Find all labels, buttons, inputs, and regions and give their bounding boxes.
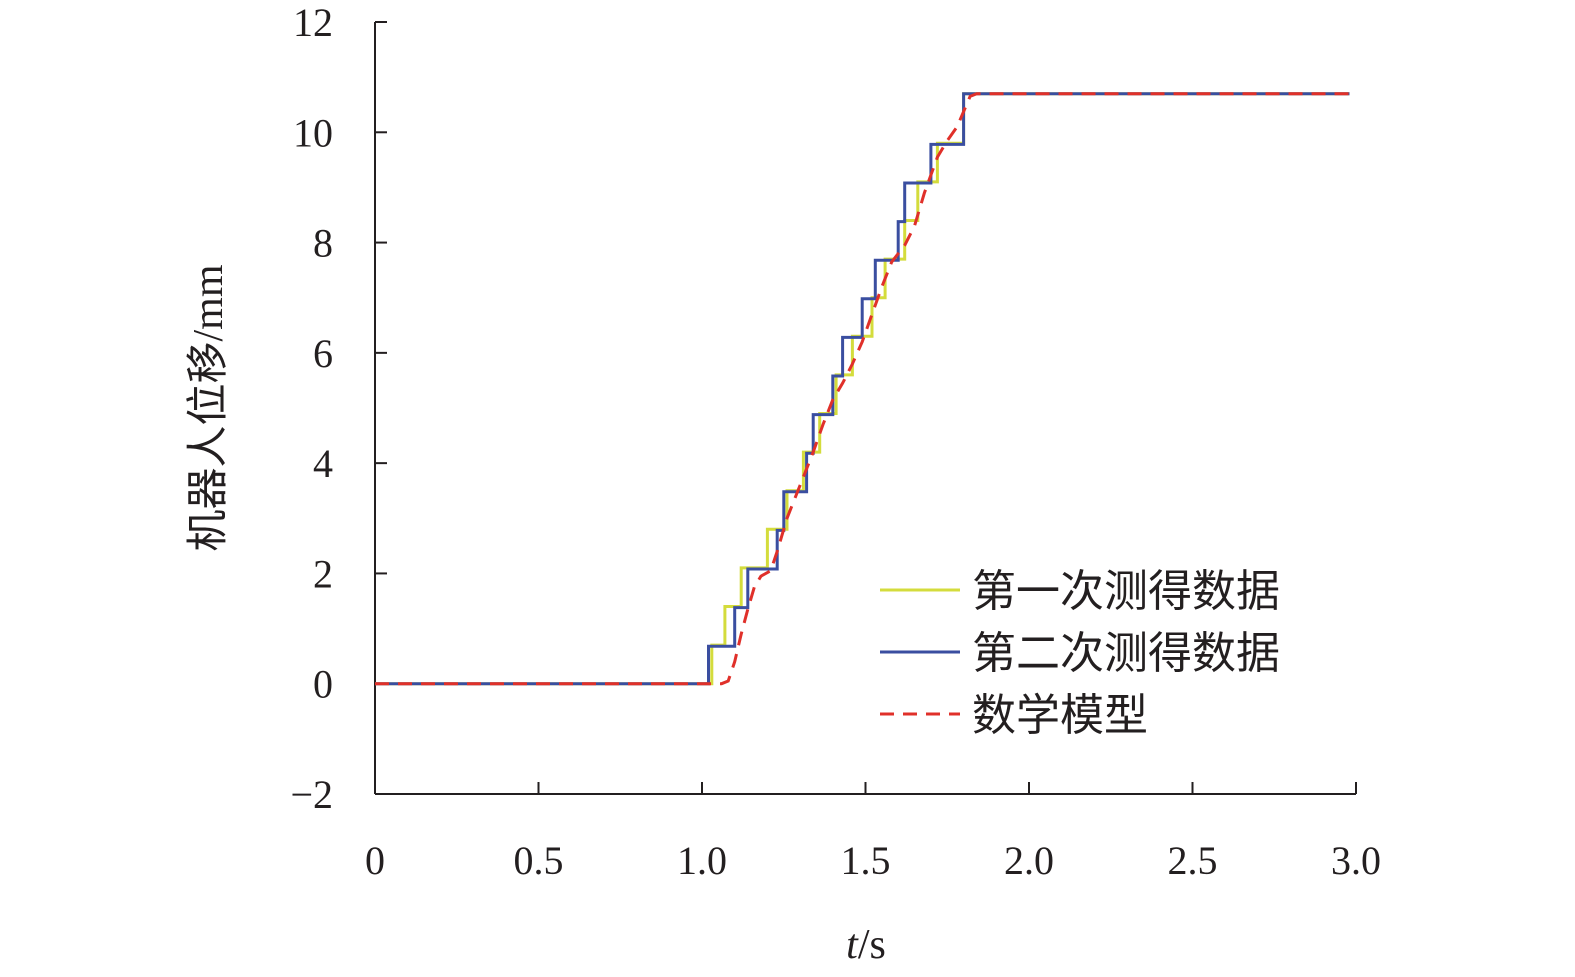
series-line-3: [375, 92, 1350, 686]
y-tick-label: 4: [313, 441, 333, 486]
y-ticks: −2 0 2 4 6 8 10 12: [290, 0, 387, 817]
y-tick-label: 0: [313, 662, 333, 707]
x-ticks: 0 0.5 1.0 1.5 2.0 2.5 3.0: [365, 782, 1381, 883]
x-axis-title-variable: t: [846, 922, 859, 968]
x-axis-title: t/s: [846, 922, 886, 968]
y-axis-title: 机器人位移/mm: [185, 264, 232, 551]
y-tick-label: 2: [313, 551, 333, 596]
y-tick-label: −2: [290, 772, 333, 817]
x-axis-title-unit: /s: [858, 922, 886, 968]
y-tick-label: 8: [313, 221, 333, 266]
x-tick-label: 2.5: [1168, 838, 1218, 883]
legend: 第一次测得数据 第二次测得数据 数学模型: [880, 566, 1280, 741]
series-line-2: [375, 92, 1350, 686]
x-tick-label: 2.0: [1004, 838, 1054, 883]
axes: −2 0 2 4 6 8 10 12 0 0.5 1.0 1.5 2.0 2.5 3.0: [290, 0, 1381, 883]
x-tick-label: 1.5: [841, 838, 891, 883]
legend-label-series-1: 第一次测得数据: [972, 566, 1280, 617]
legend-label-series-2: 第二次测得数据: [972, 628, 1280, 679]
x-tick-label: 0: [365, 838, 385, 883]
series-layer: [375, 92, 1350, 686]
x-tick-label: 1.0: [677, 838, 727, 883]
x-tick-label: 0.5: [514, 838, 564, 883]
x-tick-label: 3.0: [1331, 838, 1381, 883]
y-tick-label: 10: [293, 110, 333, 155]
series-line-1: [375, 92, 1350, 686]
legend-label-series-3: 数学模型: [972, 690, 1148, 741]
y-tick-label: 6: [313, 331, 333, 376]
y-tick-label: 12: [293, 0, 333, 45]
